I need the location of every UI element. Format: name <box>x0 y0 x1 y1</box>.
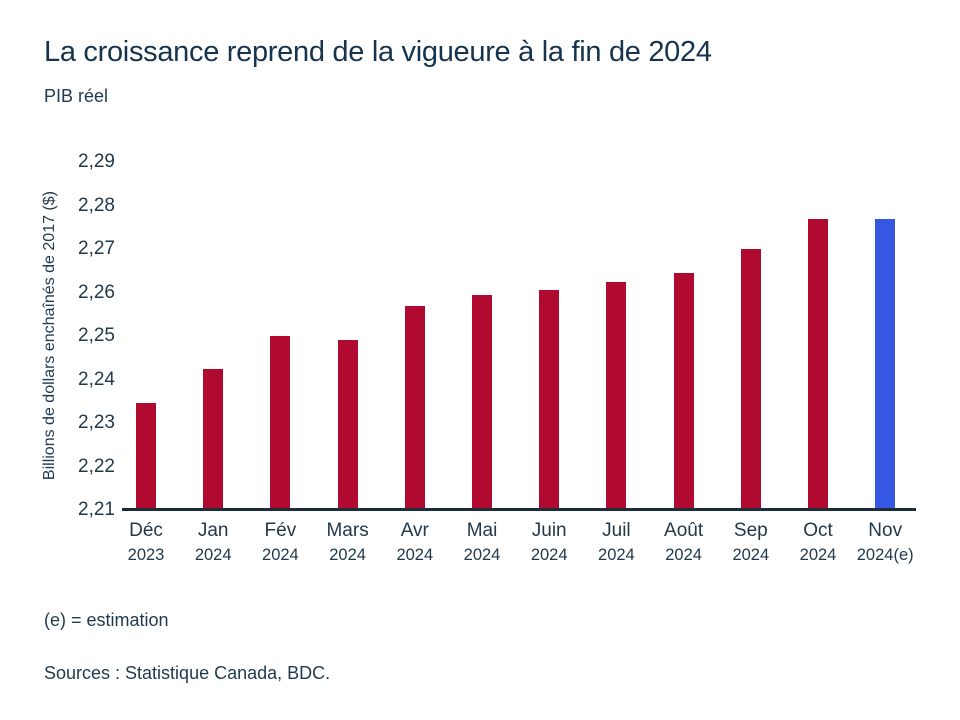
x-tick-label: Déc 2023 <box>98 518 194 567</box>
x-tick-month: Oct <box>803 520 833 541</box>
x-tick-month: Nov <box>868 520 903 541</box>
x-tick-year: 2024 <box>329 546 366 564</box>
x-tick-label: Nov 2024(e) <box>837 518 933 567</box>
x-tick-label: Mars 2024 <box>300 518 396 567</box>
plot-area <box>122 162 916 511</box>
x-tick-year: 2024(e) <box>856 546 914 564</box>
x-axis-line <box>122 508 916 511</box>
bar <box>404 305 425 510</box>
x-tick-month: Juil <box>602 520 631 541</box>
bar <box>136 403 156 510</box>
x-tick-label: Fév 2024 <box>232 518 328 567</box>
y-tick-label: 2,21 <box>78 499 115 520</box>
x-axis-labels: Déc 2023 Jan 2024 Fév 2024 Mars 2024 Avr 2024 Mai 2… <box>122 518 916 574</box>
y-tick-label: 2,22 <box>78 455 115 477</box>
x-tick-label: Jan 2024 <box>165 518 261 567</box>
y-tick-label: 2,27 <box>78 238 115 259</box>
x-tick-year: 2024 <box>262 546 299 564</box>
x-tick-year: 2024 <box>732 546 770 564</box>
x-tick-label: Juil 2024 <box>568 518 664 567</box>
page-title: La croissance reprend de la vigueure à l… <box>44 36 712 68</box>
x-tick-year: 2024 <box>598 546 635 564</box>
chart-subtitle: PIB réel <box>44 86 109 106</box>
bar <box>337 340 358 510</box>
bar <box>270 336 291 510</box>
x-tick-label: Juin 2024 <box>501 518 597 567</box>
x-tick-label: Oct 2024 <box>770 518 866 567</box>
x-tick-year: 2024 <box>396 546 434 564</box>
x-tick-month: Jan <box>197 520 229 541</box>
bar <box>808 218 828 510</box>
bar <box>539 290 560 510</box>
bar <box>740 249 761 510</box>
sources-note: Sources : Statistique Canada, BDC. <box>44 663 331 683</box>
bar <box>472 294 492 510</box>
y-tick-label: 2,24 <box>78 368 115 390</box>
y-tick-label: 2,26 <box>78 281 115 303</box>
x-tick-year: 2024 <box>799 546 837 564</box>
x-tick-month: Déc <box>129 520 163 541</box>
x-tick-month: Mai <box>466 520 498 541</box>
x-tick-month: Avr <box>400 520 429 541</box>
x-tick-month: Sep <box>733 520 768 541</box>
x-tick-month: Août <box>664 520 704 541</box>
x-tick-label: Mai 2024 <box>434 518 530 567</box>
estimation-note: (e) = estimation <box>44 610 169 630</box>
x-tick-label: Août 2024 <box>636 518 732 567</box>
y-tick-label: 2,28 <box>78 194 115 216</box>
y-tick-label: 2,29 <box>78 151 115 172</box>
x-tick-label: Sep 2024 <box>703 518 799 567</box>
x-tick-month: Fév <box>264 520 297 541</box>
x-tick-month: Juin <box>531 520 567 541</box>
x-tick-label: Avr 2024 <box>367 518 463 567</box>
bar-estimate <box>875 218 896 510</box>
x-tick-month: Mars <box>326 520 369 541</box>
bar <box>203 368 224 510</box>
x-tick-year: 2024 <box>530 546 568 564</box>
y-tick-label: 2,25 <box>78 325 115 346</box>
x-tick-year: 2023 <box>127 546 165 564</box>
y-tick-label: 2,23 <box>78 412 115 433</box>
bar <box>606 281 627 510</box>
x-tick-year: 2024 <box>463 546 501 564</box>
x-tick-year: 2024 <box>194 546 232 564</box>
x-tick-year: 2024 <box>665 546 702 564</box>
bar <box>673 272 694 510</box>
